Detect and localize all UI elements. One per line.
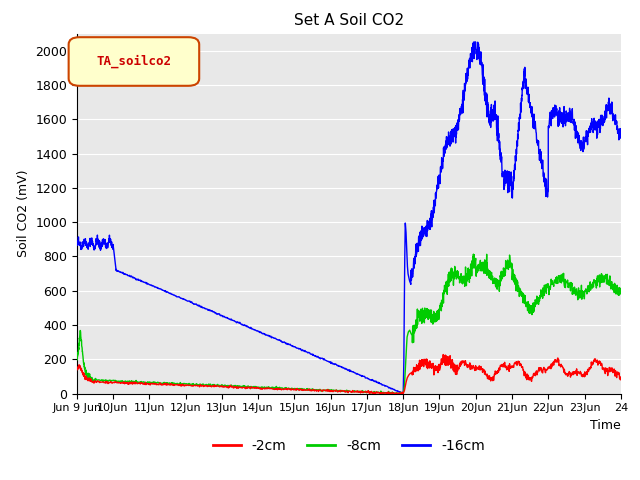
FancyBboxPatch shape	[68, 37, 199, 86]
X-axis label: Time: Time	[590, 419, 621, 432]
Y-axis label: Soil CO2 (mV): Soil CO2 (mV)	[17, 170, 29, 257]
Title: Set A Soil CO2: Set A Soil CO2	[294, 13, 404, 28]
Legend: -2cm, -8cm, -16cm: -2cm, -8cm, -16cm	[207, 433, 490, 459]
Text: TA_soilco2: TA_soilco2	[97, 55, 172, 68]
